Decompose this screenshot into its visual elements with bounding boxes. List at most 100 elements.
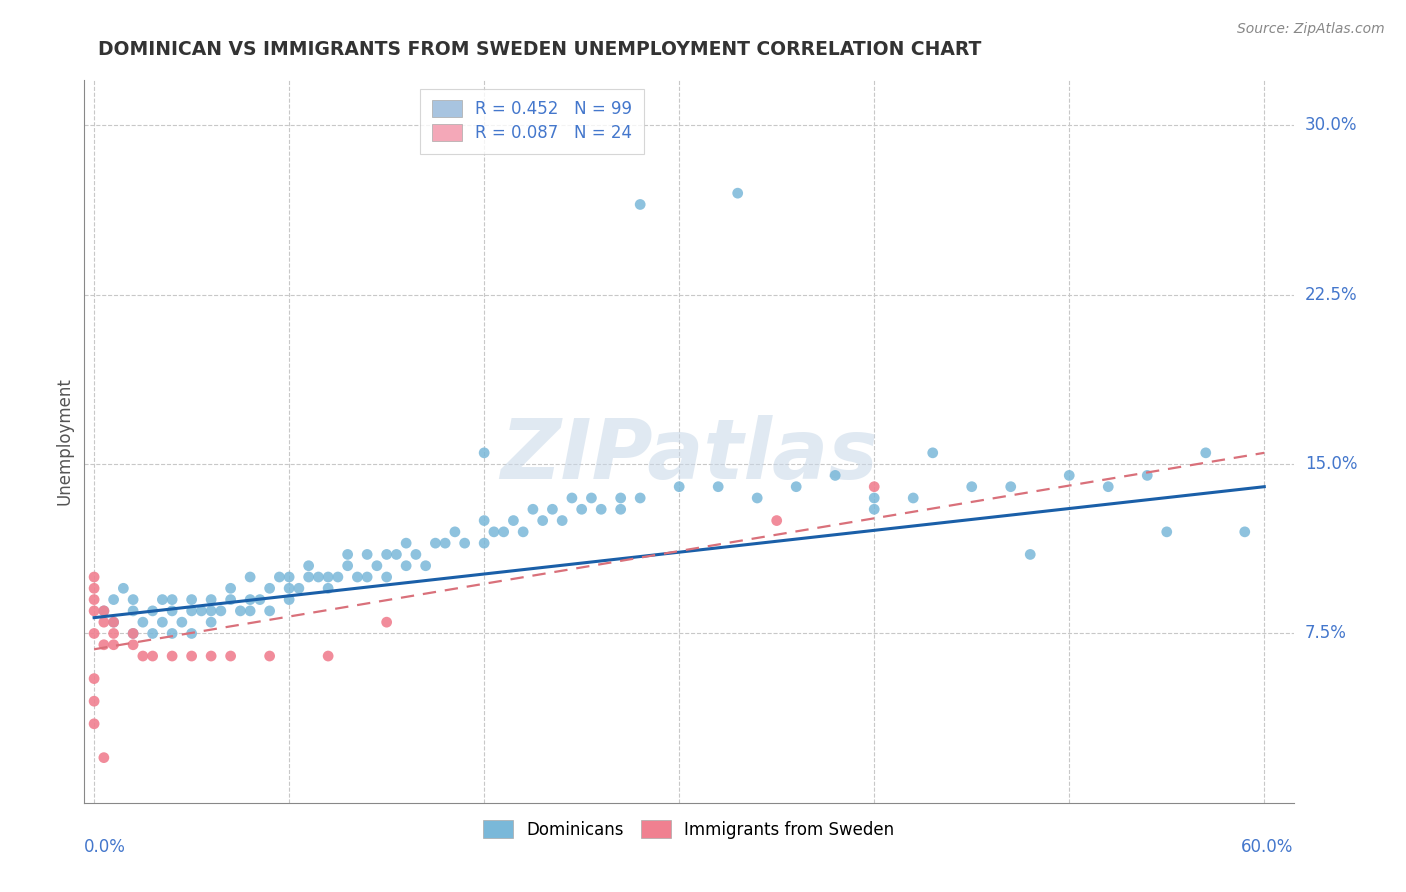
Point: [425, 536, 447, 550]
Point: [83, 592, 105, 607]
Point: [395, 558, 418, 573]
Point: [366, 558, 388, 573]
Point: [200, 648, 222, 663]
Point: [112, 582, 135, 596]
Y-axis label: Unemployment: Unemployment: [55, 377, 73, 506]
Point: [219, 648, 242, 663]
Text: 15.0%: 15.0%: [1305, 455, 1357, 473]
Point: [415, 558, 437, 573]
Point: [132, 648, 155, 663]
Point: [150, 592, 173, 607]
Point: [170, 615, 193, 630]
Point: [93, 604, 115, 618]
Text: 30.0%: 30.0%: [1305, 117, 1357, 135]
Point: [765, 514, 787, 528]
Point: [160, 648, 183, 663]
Point: [288, 582, 311, 596]
Point: [1097, 480, 1119, 494]
Point: [356, 570, 378, 584]
Point: [103, 592, 125, 607]
Point: [502, 514, 524, 528]
Point: [785, 480, 807, 494]
Point: [190, 604, 212, 618]
Point: [200, 615, 222, 630]
Point: [160, 592, 183, 607]
Point: [863, 502, 886, 516]
Point: [122, 592, 145, 607]
Point: [83, 604, 105, 618]
Point: [531, 514, 554, 528]
Point: [160, 626, 183, 640]
Point: [122, 638, 145, 652]
Point: [512, 524, 534, 539]
Point: [561, 491, 583, 505]
Point: [1136, 468, 1159, 483]
Point: [1019, 548, 1042, 562]
Point: [336, 558, 359, 573]
Point: [1195, 446, 1218, 460]
Point: [83, 716, 105, 731]
Point: [180, 648, 202, 663]
Point: [405, 548, 427, 562]
Point: [492, 524, 515, 539]
Point: [346, 570, 368, 584]
Legend: Dominicans, Immigrants from Sweden: Dominicans, Immigrants from Sweden: [474, 811, 904, 848]
Point: [93, 615, 115, 630]
Point: [609, 502, 631, 516]
Point: [1057, 468, 1080, 483]
Point: [93, 750, 115, 764]
Point: [239, 604, 262, 618]
Point: [259, 582, 281, 596]
Point: [385, 548, 408, 562]
Point: [316, 582, 339, 596]
Point: [278, 592, 301, 607]
Point: [444, 524, 467, 539]
Point: [219, 582, 242, 596]
Point: [863, 480, 886, 494]
Point: [581, 491, 603, 505]
Point: [93, 604, 115, 618]
Point: [200, 592, 222, 607]
Point: [93, 638, 115, 652]
Point: [83, 672, 105, 686]
Point: [103, 615, 125, 630]
Point: [142, 604, 165, 618]
Point: [326, 570, 349, 584]
Text: 0.0%: 0.0%: [84, 838, 127, 855]
Point: [229, 604, 252, 618]
Point: [395, 536, 418, 550]
Point: [551, 514, 574, 528]
Point: [219, 592, 242, 607]
Point: [472, 536, 495, 550]
Point: [180, 592, 202, 607]
Point: [239, 592, 262, 607]
Text: ZIPatlas: ZIPatlas: [501, 416, 877, 497]
Point: [122, 604, 145, 618]
Point: [249, 592, 271, 607]
Point: [541, 502, 564, 516]
Point: [103, 626, 125, 640]
Text: 7.5%: 7.5%: [1305, 624, 1347, 642]
Point: [727, 186, 749, 201]
Point: [278, 570, 301, 584]
Point: [316, 648, 339, 663]
Point: [83, 626, 105, 640]
Point: [921, 446, 943, 460]
Point: [180, 604, 202, 618]
Text: DOMINICAN VS IMMIGRANTS FROM SWEDEN UNEMPLOYMENT CORRELATION CHART: DOMINICAN VS IMMIGRANTS FROM SWEDEN UNEM…: [98, 40, 981, 59]
Point: [83, 582, 105, 596]
Point: [259, 604, 281, 618]
Point: [609, 491, 631, 505]
Point: [434, 536, 457, 550]
Point: [591, 502, 613, 516]
Point: [122, 626, 145, 640]
Point: [209, 604, 232, 618]
Point: [160, 604, 183, 618]
Point: [356, 548, 378, 562]
Point: [180, 626, 202, 640]
Point: [132, 615, 155, 630]
Point: [824, 468, 846, 483]
Point: [316, 570, 339, 584]
Point: [103, 615, 125, 630]
Point: [142, 626, 165, 640]
